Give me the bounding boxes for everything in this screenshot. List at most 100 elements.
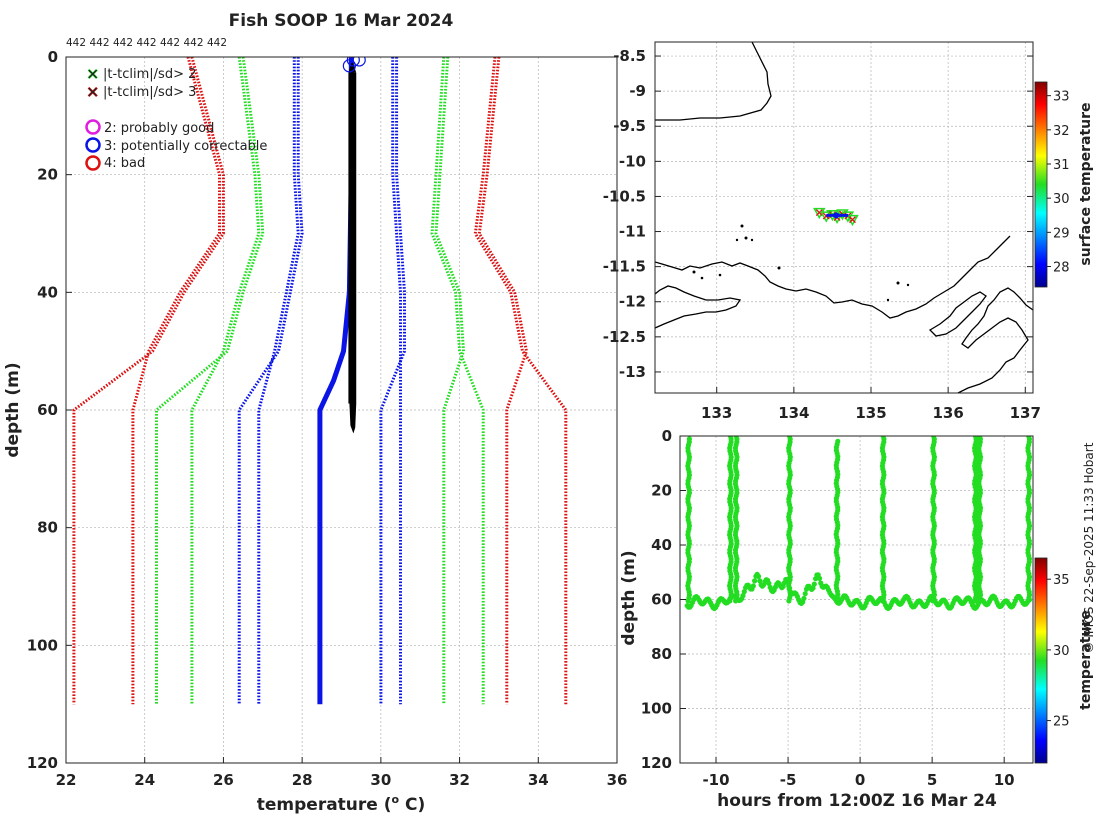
- count-label: 442: [160, 37, 180, 49]
- x-tick-label: 24: [134, 771, 155, 789]
- island: [692, 270, 696, 274]
- dt-y-tick-label: 0: [662, 427, 672, 445]
- coastline-west: [655, 285, 742, 329]
- map-y-tick-label: -12: [619, 293, 646, 311]
- island: [886, 298, 890, 302]
- count-label: 442: [137, 37, 157, 49]
- envelope-line-red-right: [477, 57, 529, 705]
- map-x-tick-label: 137: [1010, 404, 1041, 422]
- dt-point-bottom: [752, 578, 758, 584]
- dt-point-bottom: [757, 578, 763, 584]
- legend-marker-red-o: [85, 155, 101, 171]
- dt-point-bottom: [740, 593, 746, 599]
- map-y-tick-label: -10: [619, 152, 646, 170]
- dt-y-tick-label: 100: [641, 700, 672, 718]
- dt-point-bottom: [802, 591, 808, 597]
- y-tick-label: 100: [27, 636, 58, 654]
- vessel-track: [813, 207, 859, 227]
- map-y-tick-label: -10.5: [603, 187, 646, 205]
- x-tick-label: 34: [528, 771, 549, 789]
- legend-marker-blue-o: [85, 137, 101, 153]
- y-tick-label: 40: [37, 283, 58, 301]
- depth-time-y-ticks: 0 20 40 60 80 100 120: [641, 427, 686, 772]
- envelope-line-red-left: [131, 57, 221, 705]
- flag-marker-potentially-correctable: [342, 59, 356, 73]
- map-y-tick-label: -13: [619, 363, 646, 381]
- profile-y-label: depth (m): [3, 362, 23, 457]
- x-tick-label: 30: [370, 771, 391, 789]
- x-tick-label: 32: [449, 771, 470, 789]
- dt-point-bottom: [755, 573, 762, 580]
- legend-label-potentially-correctable: 3: potentially correctable: [104, 139, 267, 154]
- profile-y-ticks: 0 20 40 60 80 100 120: [27, 48, 72, 772]
- envelope-line-green-right: [430, 57, 485, 705]
- islands: [692, 224, 910, 302]
- depth-time-x-ticks: -10 -5 0 5 10: [702, 757, 1015, 789]
- count-label: 442: [184, 37, 204, 49]
- track-marker-flag: [846, 214, 859, 227]
- temperature-colorbar: [1034, 557, 1048, 764]
- map-y-tick-label: -12.5: [603, 328, 646, 346]
- dt-colorbar-tick-label: 35: [1053, 573, 1070, 588]
- coastline: [655, 42, 1033, 393]
- measured-profile-band: [348, 72, 357, 404]
- dt-point-cast: [786, 598, 792, 604]
- coastline-mid-east: [928, 291, 987, 337]
- legend-label-green: |t-tclim|/sd> 2: [103, 67, 196, 82]
- legend-marker-magenta-o: [85, 119, 101, 135]
- profile-grid: [66, 57, 617, 763]
- dt-point-cast: [727, 598, 733, 604]
- island: [735, 238, 739, 242]
- map-x-ticks: 133 134 135 136 137: [701, 387, 1041, 422]
- legend-label-red: |t-tclim|/sd> 3: [103, 85, 196, 100]
- depth-time-panel: -10 -5 0 5 10 0 20 40 60 80 100 120 hours from 12:…: [619, 427, 1094, 811]
- coastline-north: [655, 42, 772, 121]
- y-tick-label: 60: [37, 401, 58, 419]
- dt-point-cast: [685, 598, 691, 604]
- dt-point-cast: [1025, 598, 1031, 604]
- envelope-line-green-right: [434, 57, 466, 705]
- count-label: 442: [90, 37, 110, 49]
- map-y-tick-label: -9.5: [613, 117, 646, 135]
- island: [750, 238, 754, 242]
- coastline-south: [655, 235, 1011, 319]
- dt-point-cast: [976, 598, 982, 604]
- count-label: 442: [66, 37, 86, 49]
- profile-x-ticks: 22 24 26 28 30 32 34 36: [56, 757, 627, 789]
- envelope-line-green-left: [155, 57, 265, 705]
- dt-x-tick-label: 10: [994, 771, 1015, 789]
- dt-x-tick-label: 0: [855, 771, 865, 789]
- x-tick-label: 26: [213, 771, 234, 789]
- dt-colorbar-tick-label: 30: [1053, 644, 1070, 659]
- dt-x-tick-label: -10: [702, 771, 729, 789]
- legend-marker-green-x: ×: [86, 64, 99, 83]
- legend-label-bad: 4: bad: [104, 156, 145, 171]
- dt-y-tick-label: 60: [651, 591, 672, 609]
- island: [906, 283, 910, 287]
- track-marker-current: [833, 212, 840, 219]
- count-label: 442: [207, 37, 227, 49]
- map-x-tick-label: 133: [701, 404, 732, 422]
- dt-y-tick-label: 20: [651, 482, 672, 500]
- dt-point-cast: [733, 598, 739, 604]
- dt-point-cast: [880, 598, 886, 604]
- map-colorbar-tick-label: 30: [1053, 192, 1070, 207]
- envelope-line-blue-right: [391, 57, 402, 705]
- dt-y-tick-label: 120: [641, 754, 672, 772]
- envelope-line-red-left: [72, 57, 225, 705]
- map-x-tick-label: 136: [932, 404, 963, 422]
- track-marker-cross: [815, 209, 823, 217]
- depth-time-y-label: depth (m): [619, 550, 639, 645]
- temperature-colorbar-ticks: 25 30 35: [1047, 573, 1070, 730]
- count-label: 442: [113, 37, 133, 49]
- y-tick-label: 120: [27, 754, 58, 772]
- map-y-ticks: -8.5 -9 -9.5 -10 -10.5 -11 -11.5 -12 -12.5 -13: [603, 47, 1033, 381]
- map-colorbar-tick-label: 33: [1053, 90, 1070, 105]
- dt-y-tick-label: 40: [651, 536, 672, 554]
- map-y-tick-label: -8.5: [613, 47, 646, 65]
- credit-text: © IMOS 22-Sep-2025 11:33 Hobart: [1082, 442, 1096, 653]
- map-frame: [654, 41, 1034, 394]
- map-colorbar-label: surface temperature: [1078, 102, 1094, 265]
- map-y-tick-label: -9: [629, 82, 646, 100]
- dt-y-tick-label: 80: [651, 645, 672, 663]
